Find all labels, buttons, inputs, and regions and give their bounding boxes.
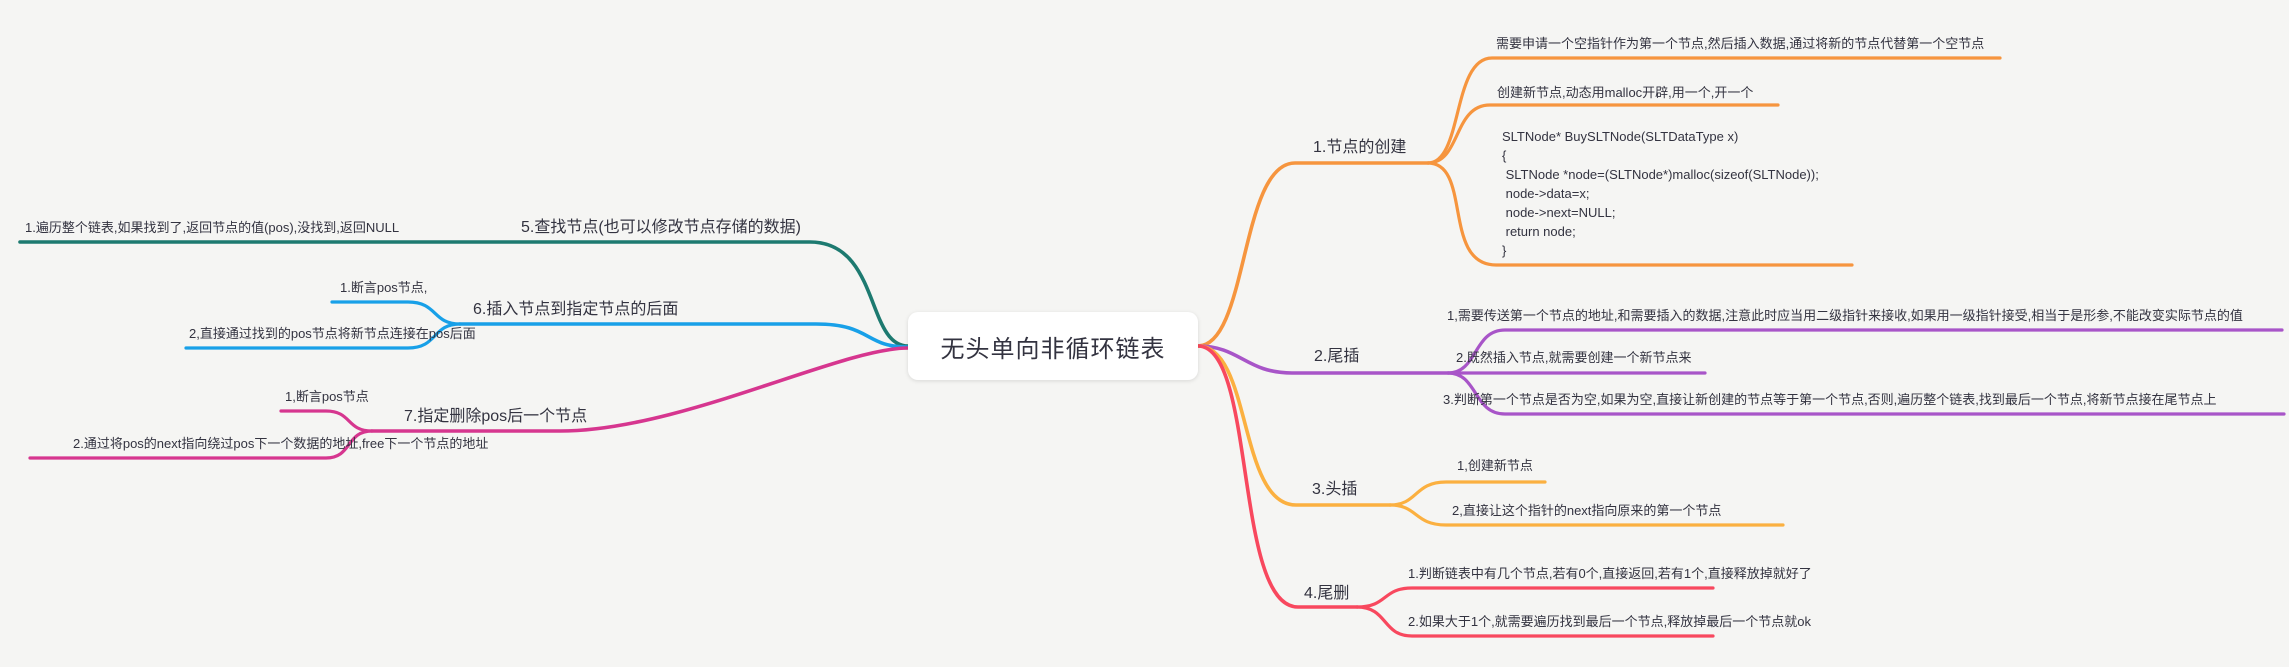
child-line-head-insert-2 <box>1388 503 1785 527</box>
child-topic-delete-after-1[interactable]: 1,断言pos节点 <box>285 389 369 404</box>
branch-line-create <box>1196 161 1430 348</box>
child-line-head-insert-1 <box>1388 480 1547 507</box>
child-topic-tail-insert-1[interactable]: 1,需要传送第一个节点的地址,和需要插入的数据,注意此时应当用二级指针来接收,如… <box>1447 308 2243 323</box>
child-line-tail-insert-1 <box>1446 328 2284 375</box>
child-line-tail-delete-1 <box>1355 586 1715 609</box>
child-line-create-2 <box>1426 103 1780 165</box>
child-line-create-1 <box>1426 56 2002 165</box>
branch-label-tail-insert[interactable]: 2.尾插 <box>1314 348 1360 365</box>
branch-label-find[interactable]: 5.查找节点(也可以修改节点存储的数据) <box>521 219 802 236</box>
branch-label-head-insert[interactable]: 3.头插 <box>1312 481 1358 498</box>
branch-label-create[interactable]: 1.节点的创建 <box>1313 139 1407 156</box>
child-topic-head-insert-2[interactable]: 2,直接让这个指针的next指向原来的第一个节点 <box>1452 503 1722 518</box>
branch-line-insert-after <box>458 322 910 349</box>
child-topic-create-1[interactable]: 需要申请一个空指针作为第一个节点,然后插入数据,通过将新的节点代替第一个空节点 <box>1496 36 1985 51</box>
child-topic-tail-delete-1[interactable]: 1.判断链表中有几个节点,若有0个,直接返回,若有1个,直接释放掉就好了 <box>1408 566 1812 581</box>
child-topic-create-2[interactable]: 创建新节点,动态用malloc开辟,用一个,开一个 <box>1497 85 1754 100</box>
branch-line-find <box>18 240 910 348</box>
child-topic-delete-after-2[interactable]: 2.通过将pos的next指向绕过pos下一个数据的地址,free下一个节点的地… <box>73 436 489 451</box>
branch-label-insert-after[interactable]: 6.插入节点到指定节点的后面 <box>473 301 679 318</box>
child-line-delete-after-1 <box>279 409 374 433</box>
child-line-tail-delete-2 <box>1355 605 1715 638</box>
child-line-insert-after-1 <box>330 300 462 326</box>
central-topic-node[interactable]: 无头单向非循环链表 <box>908 312 1198 380</box>
branch-line-head-insert <box>1196 344 1392 507</box>
child-line-create-code <box>1426 161 1854 267</box>
child-topic-tail-insert-3[interactable]: 3.判断第一个节点是否为空,如果为空,直接让新创建的节点等于第一个节点,否则,遍… <box>1443 392 2217 407</box>
branch-line-delete-after <box>370 346 910 433</box>
branch-label-delete-after[interactable]: 7.指定删除pos后一个节点 <box>404 408 588 425</box>
child-line-insert-after-2 <box>184 322 462 350</box>
child-topic-tail-delete-2[interactable]: 2.如果大于1个,就需要遍历找到最后一个节点,释放掉最后一个节点就ok <box>1408 614 1812 629</box>
child-topic-create-code[interactable]: SLTNode* BuySLTNode(SLTDataType x) { SLT… <box>1502 129 1819 258</box>
child-line-tail-insert-3 <box>1446 371 2286 416</box>
branch-line-tail-delete <box>1196 344 1359 609</box>
child-topic-insert-after-1[interactable]: 1.断言pos节点, <box>340 280 428 295</box>
child-topic-tail-insert-2[interactable]: 2.既然插入节点,就需要创建一个新节点来 <box>1456 350 1692 365</box>
branch-label-tail-delete[interactable]: 4.尾删 <box>1304 585 1350 602</box>
child-line-delete-after-2 <box>28 429 374 460</box>
branch-line-tail-insert <box>1196 344 1450 375</box>
child-topic-insert-after-2[interactable]: 2,直接通过找到的pos节点将新节点连接在pos后面 <box>189 326 476 341</box>
child-topic-head-insert-1[interactable]: 1,创建新节点 <box>1457 458 1533 473</box>
child-topic-find-1[interactable]: 1.遍历整个链表,如果找到了,返回节点的值(pos),没找到,返回NULL <box>25 220 400 235</box>
